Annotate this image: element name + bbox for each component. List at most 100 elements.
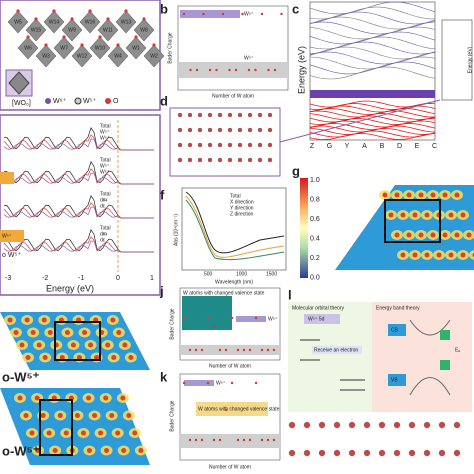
dot [241, 12, 244, 16]
colorbar-label: 0.0 [310, 274, 320, 281]
legend: dᵯ [100, 231, 108, 237]
panel-l: l Molecular orbital theory Energy band t… [288, 287, 472, 472]
dot [242, 438, 246, 442]
atom [378, 449, 386, 457]
tag: W⁶⁺ [244, 11, 254, 17]
k-label: D [397, 143, 402, 150]
axis-label: Abs (10⁴cm⁻¹) [173, 214, 179, 246]
label: W⁵⁺ 5d [308, 316, 325, 322]
panel-a: W5W15W14W9W16W11W13W8W6W3W7W12W10W4W1W2 … [0, 0, 165, 111]
contour [382, 192, 388, 198]
atom [217, 112, 223, 118]
tag: W⁶⁺ [268, 316, 278, 322]
contour [116, 330, 122, 335]
dot [228, 68, 231, 72]
atom [237, 127, 243, 133]
legend: W⁶⁺ [100, 169, 110, 175]
contour [36, 342, 42, 348]
atom-label: W9 [68, 27, 76, 33]
atom [197, 157, 203, 163]
atom [177, 127, 183, 133]
octahedron [133, 18, 155, 42]
dot [200, 348, 204, 352]
contour [466, 232, 472, 238]
dot [224, 348, 228, 352]
atom [217, 157, 223, 163]
unit-label: [WO₆] [12, 100, 31, 107]
dot [188, 438, 192, 442]
shape [304, 314, 340, 324]
shape [185, 199, 285, 261]
axis-label: Energy (eV) [467, 46, 473, 73]
atom-label: W8 [140, 27, 148, 33]
atom-label: W3 [42, 53, 50, 59]
dot [182, 316, 186, 320]
atom [393, 421, 401, 429]
atom [438, 449, 446, 457]
contour [394, 192, 400, 198]
atom [333, 421, 341, 429]
atom [257, 127, 263, 133]
shape [0, 230, 24, 242]
band [309, 66, 436, 80]
shape [54, 321, 101, 361]
panel-h: o-W⁵⁺ o-W⁵⁺ [0, 312, 150, 465]
colorbar-label: 0.2 [310, 255, 320, 262]
atom [124, 9, 128, 13]
legend: dε [100, 203, 106, 209]
band [309, 123, 436, 130]
shape: W5 W15 W14 W9 W16 W11 W13 W8 W6 W3 W7 W12 W10 W4 W1 W2 [7, 9, 165, 68]
shape [182, 381, 276, 442]
panel-label: b [160, 1, 168, 16]
axis-label: Energy (eV) [46, 283, 94, 293]
octahedron [97, 18, 119, 42]
dot [218, 438, 222, 442]
atom [393, 449, 401, 457]
colorbar-label: 1.0 [310, 177, 320, 184]
shape [178, 62, 288, 78]
dot [248, 348, 252, 352]
label: o-W⁵⁺ [2, 443, 40, 458]
atom [197, 142, 203, 148]
k-label: A [362, 143, 367, 150]
atom [318, 421, 326, 429]
tick: -3 [5, 275, 11, 282]
panel-d: d [160, 93, 441, 177]
k-label: Y [345, 143, 350, 150]
atom-label: W7 [60, 45, 68, 51]
shape [0, 114, 161, 296]
atom [257, 112, 263, 118]
shape [180, 10, 240, 18]
contour [86, 448, 92, 453]
dot [224, 408, 228, 412]
panel-label: f [160, 187, 165, 202]
atom [438, 421, 446, 429]
shape [288, 421, 461, 457]
panel-label: k [160, 369, 168, 384]
dot [247, 68, 251, 72]
label: Eₑ [455, 347, 460, 353]
contour [82, 330, 88, 335]
shape [441, 19, 473, 101]
shape [196, 402, 268, 416]
label: VB [391, 377, 398, 383]
shape [39, 399, 73, 456]
shape: 1.0 0.8 0.6 0.4 0.2 0.0 [310, 177, 320, 282]
contour [138, 448, 144, 453]
atom [237, 112, 243, 118]
contour [63, 430, 69, 436]
contour [454, 232, 460, 238]
atom [106, 17, 110, 21]
band [309, 16, 436, 30]
shape [379, 190, 474, 260]
contour [98, 430, 104, 436]
band [309, 105, 436, 113]
label: Receive an electron [314, 347, 358, 353]
atom [227, 157, 233, 163]
contour [80, 430, 86, 436]
contour [19, 342, 25, 348]
atom [26, 35, 30, 39]
atom [62, 35, 66, 39]
atom [187, 142, 193, 148]
atom [187, 157, 193, 163]
